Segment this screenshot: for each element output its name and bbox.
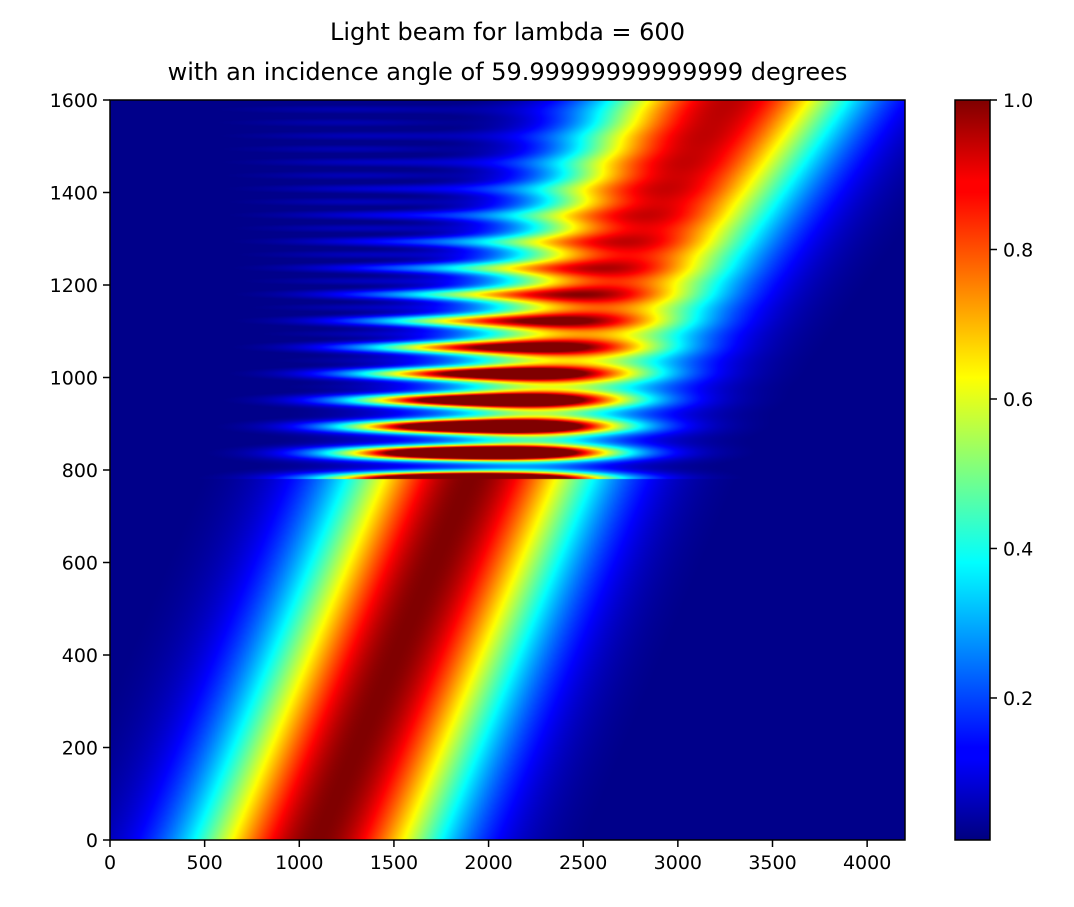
- x-tick-label: 2500: [559, 852, 607, 874]
- colorbar-axis: 0.2 0.4 0.6 0.8 1.0: [990, 90, 1033, 710]
- y-tick-label: 600: [62, 553, 98, 575]
- y-tick-label: 1600: [50, 90, 98, 112]
- x-tick-label: 1500: [370, 852, 418, 874]
- y-tick-label: 400: [62, 645, 98, 667]
- colorbar-tick-label: 0.8: [1003, 239, 1033, 261]
- colorbar-tick-label: 0.2: [1003, 688, 1033, 710]
- y-tick-label: 800: [62, 460, 98, 482]
- y-tick-label: 200: [62, 738, 98, 760]
- y-tick-label: 1000: [50, 368, 98, 390]
- y-tick-label: 1200: [50, 275, 98, 297]
- colorbar-frame: [954, 99, 991, 841]
- x-tick-label: 0: [104, 852, 116, 874]
- x-tick-label: 1000: [275, 852, 323, 874]
- x-axis: 0 500 1000 1500 2000 2500 3000 3500 4000: [104, 840, 891, 874]
- colorbar-tick-label: 0.4: [1003, 538, 1033, 560]
- y-tick-label: 0: [86, 830, 98, 852]
- colorbar-tick-label: 1.0: [1003, 90, 1033, 112]
- y-axis: 0 200 400 600 800 1000 1200 1400 1600: [50, 90, 110, 852]
- x-tick-label: 3000: [654, 852, 702, 874]
- x-tick-label: 4000: [843, 852, 891, 874]
- x-tick-label: 2000: [464, 852, 512, 874]
- colorbar-tick-label: 0.6: [1003, 389, 1033, 411]
- y-tick-label: 1400: [50, 183, 98, 205]
- chart-title-line-1: Light beam for lambda = 600: [330, 18, 685, 46]
- x-tick-label: 3500: [748, 852, 796, 874]
- x-tick-label: 500: [187, 852, 223, 874]
- chart-title-line-2: with an incidence angle of 59.9999999999…: [167, 58, 848, 86]
- colorbar: [955, 100, 990, 840]
- heatmap: [110, 100, 905, 840]
- heatmap-canvas: [110, 100, 905, 840]
